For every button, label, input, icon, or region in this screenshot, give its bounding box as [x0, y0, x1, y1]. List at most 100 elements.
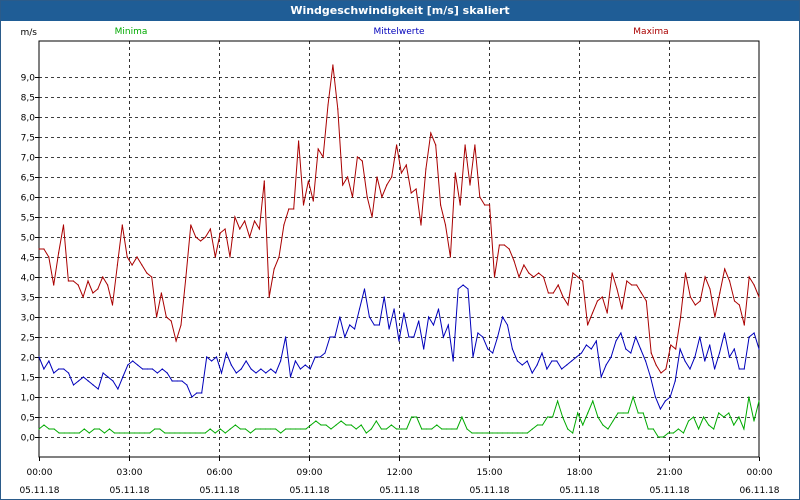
- data-point-maxima: [694, 304, 696, 306]
- data-point-maxima: [53, 284, 55, 286]
- data-point-maxima: [410, 192, 412, 194]
- data-point-maxima: [351, 196, 354, 198]
- data-point-minima: [189, 432, 191, 434]
- x-tick-date-label: 05.11.18: [109, 486, 149, 496]
- y-tick-label: 6,5: [21, 174, 35, 184]
- data-point-maxima: [298, 140, 300, 142]
- data-point-minima: [124, 432, 126, 434]
- y-tick-label: 1,0: [21, 394, 36, 404]
- data-point-minima: [567, 428, 569, 430]
- data-point-mittelwerte: [437, 308, 440, 310]
- x-tick-time-label: 09:00: [297, 468, 323, 478]
- data-point-mittelwerte: [571, 360, 573, 362]
- data-point-maxima: [660, 372, 662, 374]
- data-point-maxima: [160, 292, 162, 294]
- data-point-minima: [451, 428, 453, 430]
- data-point-minima: [154, 428, 156, 430]
- data-point-minima: [562, 416, 564, 418]
- data-point-maxima: [508, 248, 510, 250]
- data-point-maxima: [748, 276, 750, 278]
- data-point-minima: [582, 424, 584, 426]
- data-point-mittelwerte: [733, 348, 735, 350]
- data-point-maxima: [547, 292, 550, 294]
- data-point-minima: [481, 432, 483, 434]
- data-point-minima: [728, 412, 730, 414]
- data-point-minima: [295, 428, 297, 430]
- data-point-maxima: [185, 276, 187, 278]
- legend: Minima Mittelwerte Maxima: [115, 27, 669, 37]
- y-tick-label: 3,5: [21, 294, 35, 304]
- data-point-minima: [733, 424, 735, 426]
- data-point-minima: [718, 412, 720, 414]
- data-point-minima: [365, 432, 367, 434]
- data-point-maxima: [204, 236, 207, 238]
- data-point-mittelwerte: [38, 356, 40, 358]
- data-point-mittelwerte: [654, 396, 657, 398]
- data-point-minima: [370, 428, 372, 430]
- y-axis-label: m/s: [21, 28, 38, 38]
- data-point-minima: [249, 432, 252, 434]
- legend-mittelwerte: Mittelwerte: [373, 27, 424, 37]
- data-point-minima: [521, 432, 524, 434]
- data-point-minima: [577, 412, 579, 414]
- data-point-maxima: [102, 276, 104, 278]
- data-point-mittelwerte: [53, 372, 55, 374]
- data-point-mittelwerte: [428, 316, 430, 318]
- data-point-minima: [194, 432, 196, 434]
- data-point-maxima: [77, 284, 79, 286]
- data-point-mittelwerte: [275, 372, 277, 374]
- data-point-minima: [672, 432, 675, 434]
- data-point-mittelwerte: [585, 344, 588, 346]
- data-point-mittelwerte: [201, 392, 203, 394]
- data-point-maxima: [244, 220, 246, 222]
- data-point-minima: [229, 428, 231, 430]
- data-point-mittelwerte: [388, 328, 390, 330]
- data-point-minima: [677, 428, 680, 430]
- data-point-mittelwerte: [630, 352, 632, 354]
- data-point-mittelwerte: [536, 364, 538, 366]
- data-point-maxima: [258, 228, 260, 230]
- data-point-maxima: [650, 352, 652, 354]
- data-point-maxima: [249, 236, 251, 238]
- data-point-mittelwerte: [556, 360, 558, 362]
- data-point-minima: [506, 432, 508, 434]
- data-point-minima: [713, 428, 715, 430]
- data-point-minima: [491, 432, 493, 434]
- data-point-maxima: [699, 300, 701, 302]
- data-point-minima: [612, 420, 614, 422]
- data-point-minima: [129, 432, 131, 434]
- data-point-mittelwerte: [156, 372, 158, 374]
- data-point-minima: [184, 432, 186, 434]
- data-point-maxima: [714, 316, 716, 318]
- x-tick-date-label: 05.11.18: [559, 486, 599, 496]
- data-point-minima: [63, 432, 65, 434]
- data-point-mittelwerte: [403, 312, 405, 314]
- data-point-minima: [627, 412, 629, 414]
- data-point-maxima: [469, 184, 471, 186]
- y-tick-label: 2,5: [21, 334, 35, 344]
- data-point-mittelwerte: [63, 368, 65, 370]
- data-point-mittelwerte: [319, 356, 321, 358]
- y-tick-label: 7,5: [21, 134, 35, 144]
- data-point-mittelwerte: [620, 332, 622, 334]
- data-point-maxima: [621, 308, 623, 310]
- data-point-minima: [134, 432, 136, 434]
- data-point-maxima: [116, 264, 118, 266]
- data-point-minima: [350, 424, 352, 426]
- x-tick-date-label: 05.11.18: [19, 486, 59, 496]
- data-point-maxima: [680, 316, 682, 318]
- data-point-minima: [466, 428, 468, 430]
- data-point-maxima: [415, 188, 417, 190]
- data-point-mittelwerte: [714, 368, 716, 370]
- data-point-maxima: [542, 276, 545, 278]
- data-point-minima: [758, 400, 760, 402]
- data-point-maxima: [195, 236, 197, 238]
- data-point-maxima: [165, 316, 167, 318]
- data-point-mittelwerte: [339, 316, 341, 318]
- data-point-minima: [73, 432, 75, 434]
- data-point-mittelwerte: [87, 380, 89, 382]
- data-point-minima: [557, 400, 559, 402]
- data-point-minima: [476, 432, 478, 434]
- data-point-mittelwerte: [753, 332, 755, 334]
- data-point-mittelwerte: [457, 288, 459, 290]
